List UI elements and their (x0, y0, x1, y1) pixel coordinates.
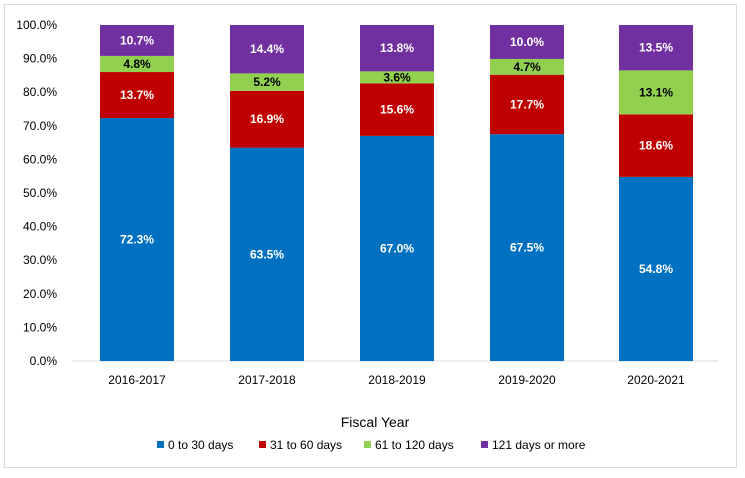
x-axis-title: Fiscal Year (341, 414, 410, 430)
bar-segment (100, 55, 174, 73)
legend-swatch (259, 441, 266, 448)
y-tick-label: 70.0% (23, 119, 57, 133)
bar-segment (100, 72, 174, 119)
x-tick-label: 2017-2018 (238, 373, 296, 387)
data-label: 10.0% (510, 35, 544, 49)
data-label: 10.7% (120, 33, 154, 47)
data-label: 13.5% (639, 41, 673, 55)
data-label: 67.0% (380, 241, 414, 255)
bar-segment (360, 25, 434, 72)
bar-segment (230, 73, 304, 91)
data-label: 5.2% (253, 75, 281, 89)
data-label: 67.5% (510, 241, 544, 255)
data-label: 54.8% (639, 262, 673, 276)
bar-segment (100, 118, 174, 362)
bar-segment (360, 83, 434, 136)
data-label: 17.7% (510, 97, 544, 111)
y-tick-label: 40.0% (23, 220, 57, 234)
y-tick-label: 100.0% (16, 18, 57, 32)
bar-segment (619, 114, 693, 177)
legend-swatch (481, 441, 488, 448)
y-tick-label: 10.0% (23, 320, 57, 334)
bar-segment (490, 58, 564, 75)
bar-segment (230, 147, 304, 361)
data-label: 15.6% (380, 103, 414, 117)
legend-label: 121 days or more (492, 438, 586, 452)
y-tick-label: 30.0% (23, 253, 57, 267)
data-label: 63.5% (250, 247, 284, 261)
bar-segment (619, 176, 693, 361)
y-tick-label: 90.0% (23, 52, 57, 66)
x-tick-label: 2018-2019 (368, 373, 426, 387)
legend-swatch (364, 441, 371, 448)
y-tick-label: 20.0% (23, 287, 57, 301)
data-label: 72.3% (120, 233, 154, 247)
data-label: 4.8% (123, 57, 151, 71)
bar-segment (100, 25, 174, 56)
data-label: 3.6% (383, 70, 411, 84)
data-label: 16.9% (250, 112, 284, 126)
bar-segment (230, 25, 304, 74)
data-label: 18.6% (639, 139, 673, 153)
data-label: 13.7% (120, 88, 154, 102)
data-label: 13.1% (639, 85, 673, 99)
legend-swatch (157, 441, 164, 448)
legend-label: 0 to 30 days (168, 438, 233, 452)
data-label: 13.8% (380, 41, 414, 55)
bars (100, 25, 693, 362)
y-tick-label: 0.0% (30, 354, 58, 368)
bar-segment (360, 71, 434, 84)
x-tick-label: 2016-2017 (108, 373, 166, 387)
bar-segment (490, 25, 564, 59)
bar-segment (360, 135, 434, 361)
y-tick-label: 50.0% (23, 186, 57, 200)
y-tick-label: 80.0% (23, 85, 57, 99)
data-label: 14.4% (250, 42, 284, 56)
y-tick-label: 60.0% (23, 152, 57, 166)
legend: 0 to 30 days 31 to 60 days 61 to 120 days 1… (157, 438, 586, 452)
data-labels: 72.3% 13.7% 4.8% 10.7% 63.5% 16.9% 5.2% 14.4% 67… (120, 33, 673, 275)
bar-segment (619, 70, 693, 115)
data-label: 4.7% (513, 60, 541, 74)
y-axis: 0.0% 10.0% 20.0% 30.0% 40.0% 50.0% 60.0% 70.0% 8… (16, 18, 57, 368)
bar-segment (619, 25, 693, 71)
bar-segment (490, 134, 564, 361)
x-tick-label: 2020-2021 (627, 373, 685, 387)
bar-segment (230, 90, 304, 148)
legend-label: 61 to 120 days (375, 438, 454, 452)
x-tick-label: 2019-2020 (498, 373, 556, 387)
x-axis: 2016-2017 2017-2018 2018-2019 2019-2020 2020… (72, 360, 718, 387)
legend-label: 31 to 60 days (270, 438, 342, 452)
bar-segment (490, 74, 564, 135)
